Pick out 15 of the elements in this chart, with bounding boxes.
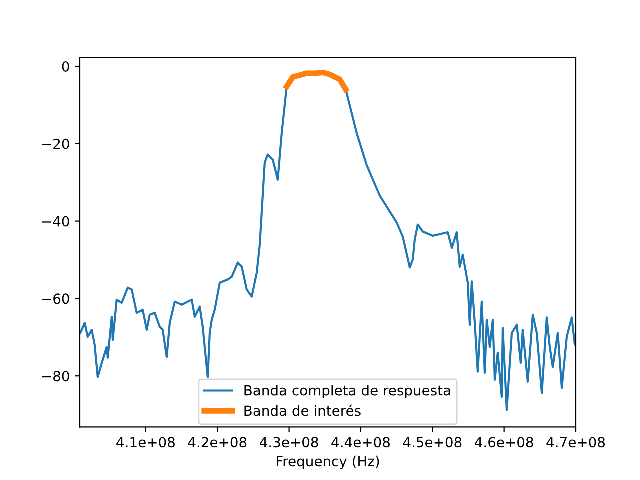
- legend-label: Banda de interés: [244, 404, 361, 416]
- x-tick-label: 4.7e+08: [546, 437, 606, 448]
- y-tick-label: −80: [42, 371, 70, 382]
- y-tick-label: −20: [42, 138, 70, 150]
- x-tick-label: 4.2e+08: [188, 437, 247, 448]
- x-tick-label: 4.5e+08: [403, 437, 462, 448]
- x-tick-label: 4.1e+08: [116, 437, 175, 448]
- y-tick-label: 0: [62, 61, 70, 72]
- y-tick-label: −40: [42, 216, 70, 227]
- x-tick-label: 4.6e+08: [475, 437, 534, 448]
- legend-label: Banda completa de respuesta: [244, 385, 450, 398]
- x-tick-label: 4.4e+08: [332, 437, 390, 448]
- x-tick-label: 4.3e+08: [260, 437, 318, 448]
- y-tick-label: −60: [42, 294, 70, 304]
- x-axis-title: Frequency (Hz): [276, 456, 380, 470]
